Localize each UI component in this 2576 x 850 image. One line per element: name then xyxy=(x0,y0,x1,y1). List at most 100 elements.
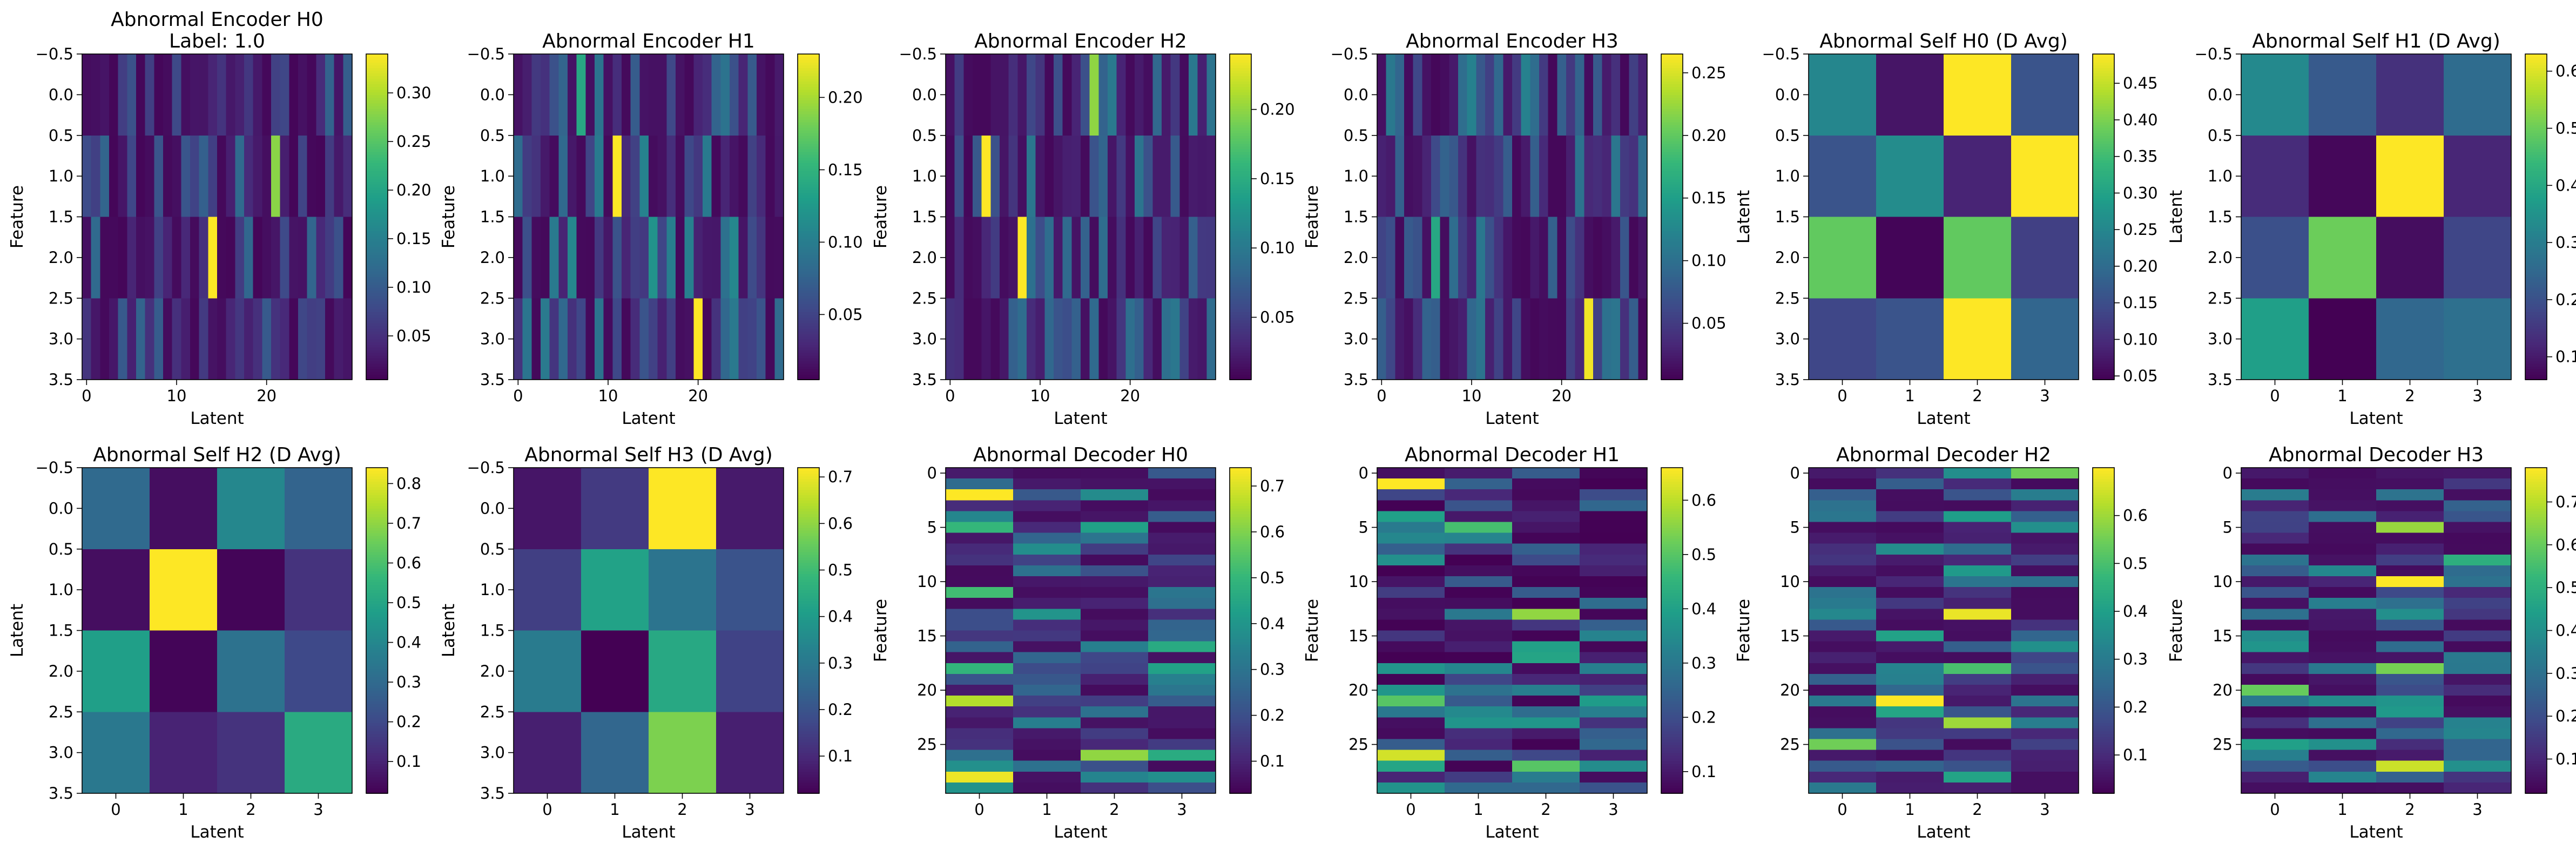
colorbar-segment xyxy=(798,492,819,495)
colorbar-segment xyxy=(2525,563,2547,566)
colorbar-segment xyxy=(1661,184,1683,187)
heatmap-cell xyxy=(1809,652,1877,664)
heatmap-cell xyxy=(1876,652,1944,664)
heatmap-cell xyxy=(235,136,244,217)
heatmap-cell xyxy=(1580,772,1648,783)
y-tick-label: −0.5 xyxy=(467,45,505,63)
colorbar-segment xyxy=(798,252,819,255)
colorbar-segment xyxy=(2093,57,2114,60)
heatmap-cell xyxy=(2241,598,2309,609)
heatmap-cell xyxy=(1580,728,1648,739)
colorbar-segment xyxy=(366,706,388,710)
colorbar-tick-label: 0.2 xyxy=(1260,706,1285,725)
colorbar-segment xyxy=(2093,647,2114,650)
colorbar-segment xyxy=(1661,660,1683,664)
heatmap-cell xyxy=(2011,565,2079,577)
heatmap-cell xyxy=(1809,728,1877,739)
colorbar-segment xyxy=(2525,290,2547,293)
y-tick-label: 20 xyxy=(917,681,937,699)
heatmap-cell xyxy=(2376,576,2444,588)
colorbar-segment xyxy=(2525,105,2547,109)
heatmap-cell xyxy=(1098,298,1108,380)
colorbar-segment xyxy=(1230,712,1251,715)
colorbar-segment xyxy=(798,663,819,666)
colorbar-segment xyxy=(1661,293,1683,296)
colorbar-segment xyxy=(366,73,388,76)
colorbar-segment xyxy=(2093,350,2114,353)
heatmap-cell xyxy=(631,217,640,299)
colorbar-segment xyxy=(1661,347,1683,350)
colorbar-segment xyxy=(2093,500,2114,503)
colorbar-segment xyxy=(1661,84,1683,87)
colorbar-segment xyxy=(2525,478,2547,482)
colorbar-segment xyxy=(366,619,388,623)
heatmap-cell xyxy=(1580,642,1648,653)
colorbar-segment xyxy=(798,660,819,664)
heatmap-cell xyxy=(712,136,721,217)
colorbar-segment xyxy=(1230,303,1251,307)
heatmap-cell xyxy=(2011,772,2079,783)
colorbar-segment xyxy=(366,736,388,739)
heatmap-cell xyxy=(946,782,1014,794)
colorbar-segment xyxy=(1661,530,1683,534)
colorbar-segment xyxy=(2093,86,2114,90)
colorbar-segment xyxy=(366,260,388,264)
colorbar-segment xyxy=(2093,84,2114,87)
colorbar-segment xyxy=(366,279,388,282)
heatmap-cell xyxy=(1512,489,1580,501)
heatmap-cell xyxy=(1512,782,1580,794)
colorbar-segment xyxy=(2093,777,2114,780)
panel-title: Abnormal Encoder H0 xyxy=(111,9,323,31)
y-tick-label: 0.5 xyxy=(912,126,937,145)
heatmap-cell xyxy=(1377,652,1445,664)
heatmap-cell xyxy=(1431,298,1440,380)
heatmap-cell xyxy=(639,54,649,136)
colorbar-segment xyxy=(1230,655,1251,658)
colorbar-segment xyxy=(1661,57,1683,60)
heatmap-cell xyxy=(289,217,298,299)
heatmap-cell xyxy=(1593,136,1602,217)
colorbar-segment xyxy=(1661,125,1683,128)
x-tick-label: 2 xyxy=(2405,387,2415,405)
colorbar-segment xyxy=(1661,709,1683,712)
colorbar xyxy=(1230,468,1251,794)
colorbar-segment xyxy=(366,298,388,301)
colorbar-segment xyxy=(2093,306,2114,309)
colorbar-segment xyxy=(798,769,819,772)
heatmap-cell xyxy=(2241,136,2309,217)
colorbar-segment xyxy=(798,728,819,731)
heatmap-cell xyxy=(1152,54,1162,136)
colorbar-segment xyxy=(798,497,819,501)
colorbar-segment xyxy=(1230,271,1251,274)
colorbar-segment xyxy=(2093,173,2114,177)
heatmap-cell xyxy=(1171,217,1180,299)
colorbar-tick-label: 0.2 xyxy=(2555,707,2576,725)
colorbar-segment xyxy=(1230,146,1251,150)
y-tick-label: 0.5 xyxy=(2208,126,2233,145)
heatmap-cell xyxy=(1476,298,1485,380)
heatmap-cell xyxy=(1944,631,2012,642)
colorbar-segment xyxy=(2525,92,2547,95)
heatmap-cell xyxy=(955,136,964,217)
heatmap-cell xyxy=(325,298,334,380)
colorbar-segment xyxy=(366,157,388,160)
heatmap-cell xyxy=(514,298,523,380)
colorbar-segment xyxy=(366,769,388,772)
colorbar-segment xyxy=(1661,478,1683,482)
colorbar-segment xyxy=(1230,574,1251,577)
y-tick-label: 2.5 xyxy=(912,289,937,307)
heatmap-cell xyxy=(1081,489,1149,501)
colorbar-segment xyxy=(1230,263,1251,266)
colorbar-segment xyxy=(1230,652,1251,656)
heatmap-cell xyxy=(1638,217,1647,299)
colorbar-segment xyxy=(366,655,388,658)
colorbar-segment xyxy=(366,774,388,778)
colorbar-segment xyxy=(2093,764,2114,767)
heatmap-cell xyxy=(181,136,190,217)
heatmap-cell xyxy=(990,217,1000,299)
heatmap-cell xyxy=(1189,298,1198,380)
heatmap-cell xyxy=(1580,663,1648,674)
colorbar-segment xyxy=(1230,187,1251,190)
colorbar-segment xyxy=(1661,211,1683,214)
